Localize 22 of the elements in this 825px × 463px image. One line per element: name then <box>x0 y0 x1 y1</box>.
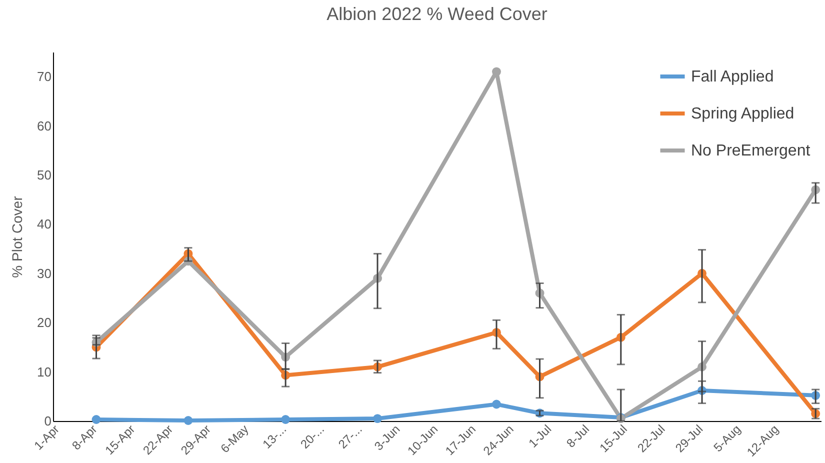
point <box>281 415 290 424</box>
x-tick-label: 20-... <box>298 422 327 452</box>
y-tick-label: 60 <box>37 118 52 134</box>
chart-title: Albion 2022 % Weed Cover <box>326 4 548 24</box>
y-axis-title: % Plot Cover <box>9 196 26 278</box>
y-tick-label: 0 <box>44 414 52 428</box>
legend-label: Spring Applied <box>691 106 794 122</box>
point <box>184 416 193 425</box>
y-tick-label: 70 <box>37 69 52 84</box>
x-tick-label: 13-... <box>260 422 290 452</box>
legend-label: No PreEmergent <box>691 142 811 160</box>
point <box>92 415 101 424</box>
y-tick-label: 20 <box>37 315 52 330</box>
y-tick-label: 50 <box>37 168 52 182</box>
y-tick-label: 10 <box>37 364 52 380</box>
x-tick-label: 27-... <box>336 422 365 452</box>
point <box>373 414 382 424</box>
y-tick-label: 30 <box>37 266 52 281</box>
legend-label: Fall Applied <box>691 68 774 86</box>
point <box>492 400 501 409</box>
point <box>492 67 501 76</box>
y-tick-label: 40 <box>37 216 52 232</box>
